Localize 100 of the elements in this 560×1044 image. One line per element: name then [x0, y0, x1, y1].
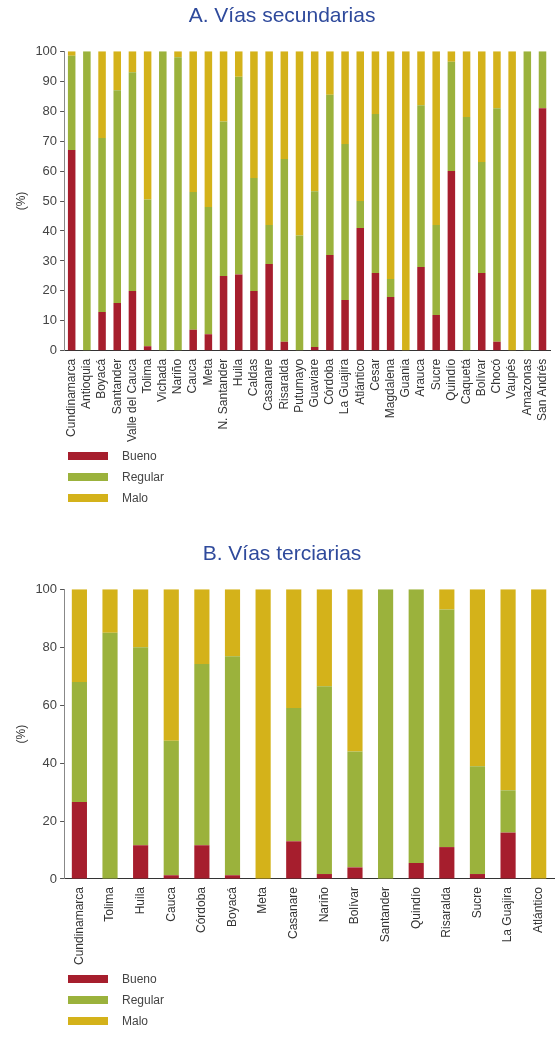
bar — [128, 72, 137, 291]
y-tick-label: 80 — [42, 102, 58, 118]
bar — [189, 192, 197, 330]
bar — [316, 874, 332, 879]
legend-label: Regular — [122, 992, 165, 1007]
bar — [189, 329, 197, 351]
bar — [113, 302, 122, 351]
bar — [386, 51, 395, 279]
legend-label: Bueno — [122, 971, 157, 986]
y-tick-label: 40 — [42, 754, 58, 770]
bar — [71, 589, 87, 682]
bar — [98, 51, 106, 139]
x-tick-label: Cauca — [185, 358, 200, 394]
y-tick-label: 20 — [42, 812, 58, 828]
x-tick-label: La Guajira — [337, 358, 352, 415]
bar — [250, 177, 258, 291]
x-tick-label: Nariño — [170, 358, 185, 395]
bar — [128, 290, 137, 351]
bar — [386, 278, 395, 297]
x-tick-label: Huila — [132, 886, 147, 915]
bar — [493, 51, 501, 109]
x-tick-label: Nariño — [316, 886, 331, 923]
bar — [356, 227, 365, 351]
x-tick-label: Tolima — [102, 886, 117, 922]
bar — [417, 105, 425, 267]
x-tick-label: Guania — [398, 358, 413, 398]
bar — [67, 55, 76, 151]
bar — [310, 191, 319, 347]
bar — [113, 51, 122, 91]
bar — [493, 108, 501, 342]
bar — [469, 874, 486, 879]
x-tick-label: Córdoba — [194, 886, 209, 933]
bar — [204, 51, 213, 208]
bar — [143, 51, 152, 200]
bar — [417, 266, 425, 351]
bar — [371, 114, 380, 273]
y-tick-label: 60 — [42, 696, 58, 712]
bar — [224, 589, 241, 657]
bar — [133, 647, 149, 846]
x-tick-label: Meta — [255, 886, 270, 914]
x-tick-label: Quindío — [408, 886, 423, 929]
bar — [439, 609, 455, 848]
x-tick-label: Atlántico — [352, 358, 367, 405]
bar — [439, 589, 455, 610]
x-tick-label: Sucre — [469, 886, 484, 919]
y-tick-label: 70 — [42, 132, 58, 148]
bar — [500, 832, 516, 879]
x-tick-label: Cauca — [163, 886, 178, 922]
bar — [250, 51, 258, 178]
chart-title: A. Vías secundarias — [188, 3, 376, 27]
bar — [439, 847, 455, 879]
legend-label: Malo — [122, 1013, 149, 1028]
bar — [234, 51, 243, 77]
bar — [408, 589, 424, 864]
legend-label: Bueno — [122, 448, 157, 463]
bar — [386, 296, 395, 351]
bar — [286, 841, 302, 879]
bar — [326, 94, 334, 255]
bar — [408, 863, 424, 879]
y-tick-label: 90 — [42, 72, 58, 88]
x-tick-label: Antioquia — [79, 358, 94, 409]
y-tick-label: 80 — [42, 638, 58, 654]
bar — [143, 346, 152, 351]
bar — [469, 766, 486, 875]
x-tick-label: N. Santander — [215, 358, 230, 430]
bar — [371, 51, 380, 115]
bar — [500, 790, 516, 833]
bar — [316, 686, 332, 875]
bar — [113, 90, 122, 303]
bar — [224, 875, 241, 879]
x-tick-label: Putumayo — [291, 358, 306, 413]
bar — [71, 681, 87, 802]
bar — [204, 334, 213, 351]
bar — [143, 199, 152, 347]
x-tick-label: Amazonas — [519, 358, 534, 416]
x-tick-label: Arauca — [413, 358, 428, 397]
bar — [265, 224, 273, 264]
bar — [219, 121, 228, 276]
bar — [462, 117, 471, 351]
bar — [417, 51, 425, 106]
x-tick-label: Caldas — [246, 358, 261, 397]
bar — [286, 708, 302, 842]
bar — [347, 589, 363, 752]
bar — [469, 589, 486, 767]
x-tick-label: Boyacá — [224, 886, 239, 927]
y-tick-label: 30 — [42, 252, 58, 268]
x-tick-label: San Andrés — [534, 358, 549, 421]
y-axis-title: (%) — [13, 724, 28, 744]
bar — [102, 632, 118, 879]
y-tick-label: 100 — [35, 580, 58, 596]
x-tick-label: Risaralda — [276, 358, 291, 410]
bar — [478, 272, 486, 351]
bar — [432, 314, 440, 351]
bar — [347, 751, 363, 868]
x-tick-label: Cundinamarca — [64, 358, 78, 437]
bar — [280, 51, 289, 160]
bar — [538, 108, 547, 351]
bar — [280, 159, 289, 342]
x-tick-label: Casanare — [286, 886, 301, 939]
x-tick-label: Cundinamarca — [71, 886, 86, 966]
